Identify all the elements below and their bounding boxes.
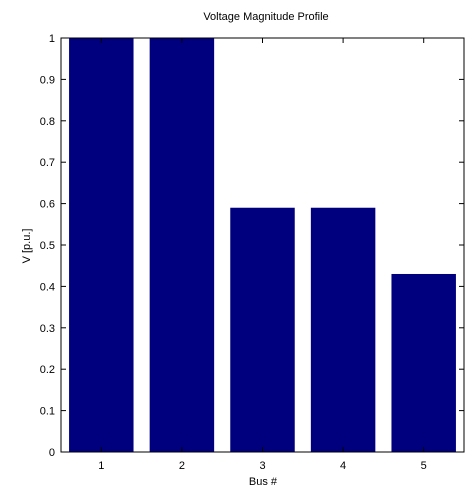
x-tick-label: 3 <box>259 460 265 472</box>
bar-3 <box>230 207 295 452</box>
bar-1 <box>69 38 134 452</box>
y-tick-label: 0.4 <box>40 281 55 293</box>
y-tick-label: 0.2 <box>40 364 55 376</box>
x-tick-label: 5 <box>421 460 427 472</box>
y-tick-label: 0.3 <box>40 323 55 335</box>
axes-group: 0 0.1 0.2 0.3 0.4 0.5 0.6 0.7 0.8 0.9 1 1 2 3 4 5 <box>40 33 465 472</box>
bar-2 <box>149 38 215 452</box>
y-tick-label: 0 <box>49 447 55 459</box>
x-tick-label: 1 <box>98 460 104 472</box>
y-tick-label: 0.5 <box>40 240 55 252</box>
y-tick-label: 0.6 <box>40 199 55 211</box>
y-tick-label: 0.7 <box>40 157 55 169</box>
x-axis-label: Bus # <box>249 476 278 488</box>
y-tick-label: 0.1 <box>40 406 55 418</box>
chart-title: Voltage Magnitude Profile <box>203 11 328 23</box>
y-tick-label: 1 <box>49 33 55 45</box>
bar-4 <box>310 207 376 452</box>
bar-5 <box>391 273 456 452</box>
bars-group <box>69 38 456 452</box>
x-tick-label: 2 <box>179 460 185 472</box>
x-tick-label: 4 <box>340 460 346 472</box>
y-axis-label: V [p.u.] <box>21 229 33 264</box>
y-tick-label: 0.8 <box>40 116 55 128</box>
y-tick-label: 0.9 <box>40 74 55 86</box>
